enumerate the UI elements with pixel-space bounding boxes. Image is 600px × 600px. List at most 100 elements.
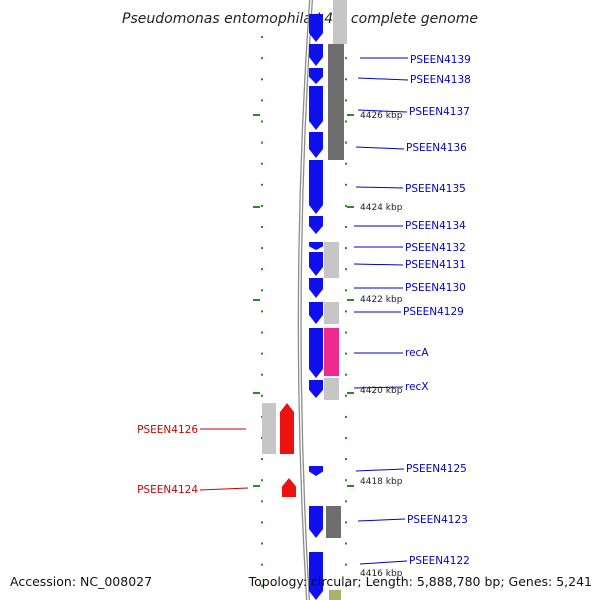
tick-mark-right: [345, 120, 347, 123]
tick-mark-right: [345, 500, 347, 503]
gene-label: recX: [405, 381, 429, 393]
tick-mark-left: [261, 479, 263, 482]
gene-label: PSEEN4131: [405, 259, 466, 271]
gene-leader-line: [359, 560, 408, 565]
kbp-position-label: 4418 kbp: [360, 477, 403, 487]
map-title: Pseudomonas entomophila L48, complete ge…: [122, 11, 478, 27]
tick-mark-left: [261, 331, 263, 334]
tick-mark-left: [261, 78, 263, 81]
tick-mark-right: [345, 162, 347, 165]
tick-mark-left: [261, 584, 263, 587]
kbp-position-label: 4416 kbp: [360, 569, 403, 579]
gene-label: PSEEN4134: [405, 220, 466, 232]
tick-mark-left: [261, 183, 263, 186]
tick-mark-left: [261, 500, 263, 503]
gene-label: PSEEN4132: [405, 242, 466, 254]
kbp-labels: 4426 kbp 4424 kbp 4422 kbp 4420 kbp 4418 kbp…: [360, 111, 403, 579]
major-tick-left: [253, 392, 260, 394]
tick-mark-right: [345, 78, 347, 81]
plus-strand-gene-arrow: [309, 14, 323, 42]
plus-strand-gene-arrow: [309, 552, 323, 600]
gene-leader-line: [353, 263, 404, 266]
major-tick-right: [347, 114, 354, 116]
gene-leader-line: [355, 146, 405, 150]
gene-label: recA: [405, 347, 429, 359]
plus-strand-gene-arrow: [309, 466, 323, 476]
tick-mark-left: [261, 458, 263, 461]
gene-label: PSEEN4125: [406, 463, 467, 475]
tick-mark-left: [261, 394, 263, 397]
tick-mark-left: [261, 310, 263, 313]
tick-mark-left: [261, 247, 263, 250]
gene-label: PSEEN4139: [410, 54, 471, 66]
tick-mark-left: [261, 15, 263, 17]
kbp-position-label: 4422 kbp: [360, 295, 403, 305]
tick-mark-right: [345, 563, 347, 566]
tick-mark-right: [345, 479, 347, 482]
tick-mark-right: [345, 352, 347, 355]
tick-mark-right: [345, 521, 347, 524]
tick-mark-right: [345, 331, 347, 334]
kbp-position-label: 4426 kbp: [360, 111, 403, 121]
tick-mark-left: [261, 226, 263, 228]
plus-strand-gene-arrow: [309, 278, 323, 298]
tick-mark-right: [345, 289, 347, 292]
plus-strand-gene-arrow: [309, 242, 323, 250]
tick-mark-left: [261, 289, 263, 292]
gene-label: PSEEN4137: [409, 106, 470, 118]
major-tick-right: [347, 485, 354, 487]
tick-mark-right: [345, 373, 347, 376]
tick-mark-left: [261, 563, 263, 566]
minus-strand-gene-arrow: [282, 478, 296, 497]
tick-mark-right: [345, 268, 347, 271]
tick-mark-left: [261, 120, 263, 123]
tick-mark-left: [261, 542, 263, 545]
gene-label: PSEEN4136: [406, 142, 467, 154]
tick-mark-right: [345, 437, 347, 439]
tick-mark-left: [261, 162, 263, 165]
reca-box: [324, 328, 339, 376]
gene-leader-line: [357, 77, 409, 81]
gene-label: PSEEN4135: [405, 183, 466, 195]
gene-leader-line: [357, 518, 406, 522]
tick-mark-left: [261, 204, 263, 207]
plus-strand-gene-arrow: [309, 506, 323, 538]
tick-mark-left: [261, 521, 263, 524]
accession-text: Accession: NC_008027: [10, 574, 152, 589]
gene-leader-line: [357, 109, 408, 113]
plus-strand-gene-arrow: [309, 44, 323, 66]
gene-box-light: [333, 0, 347, 44]
gene-box-light: [324, 242, 339, 278]
tick-mark-left: [261, 268, 263, 271]
plus-strand-gene-arrow: [309, 328, 323, 378]
genome-summary-text: Topology: circular; Length: 5,888,780 bp…: [248, 574, 592, 589]
plus-strand-gene-arrow: [309, 86, 323, 130]
tick-mark-right: [345, 394, 347, 397]
tick-mark-right: [345, 310, 347, 313]
tick-mark-right: [345, 99, 347, 102]
tick-mark-right: [345, 542, 347, 545]
tick-mark-right: [345, 226, 347, 228]
gene-label: PSEEN4122: [409, 555, 470, 567]
gene-features: [262, 0, 347, 600]
tick-mark-right: [345, 204, 347, 207]
gene-label: PSEEN4130: [405, 282, 466, 294]
plus-strand-gene-arrow: [309, 252, 323, 276]
gene-label: PSEEN4124: [137, 484, 198, 496]
tick-mark-right: [345, 415, 347, 418]
gene-box-light: [262, 403, 276, 454]
gene-box-dark: [328, 44, 344, 160]
backbone-inner-line: [299, 0, 312, 600]
kbp-position-label: 4424 kbp: [360, 203, 403, 213]
major-tick-left: [253, 206, 260, 208]
plus-strand-gene-arrow: [309, 132, 323, 158]
tick-mark-left: [261, 99, 263, 102]
gene-box-light: [324, 302, 339, 324]
gene-leader-line: [353, 386, 404, 389]
tick-mark-left: [261, 57, 263, 60]
plus-strand-gene-arrow: [309, 216, 323, 234]
minus-strand-gene-arrow: [280, 403, 294, 454]
gene-leader-line: [199, 487, 249, 491]
gene-box-dark: [326, 506, 341, 538]
